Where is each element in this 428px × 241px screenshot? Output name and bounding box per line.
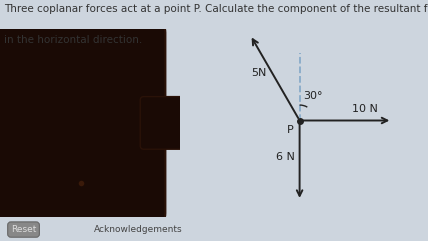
Text: Three coplanar forces act at a point P. Calculate the component of the resultant: Three coplanar forces act at a point P. …: [4, 4, 428, 13]
Text: 6 N: 6 N: [276, 152, 294, 162]
Text: 10 N: 10 N: [351, 104, 377, 114]
FancyBboxPatch shape: [140, 97, 187, 149]
FancyBboxPatch shape: [0, 21, 165, 224]
Text: Reset: Reset: [11, 225, 36, 234]
Text: in the horizontal direction.: in the horizontal direction.: [4, 35, 143, 45]
Text: 30°: 30°: [303, 91, 322, 101]
Text: 5N: 5N: [251, 68, 266, 78]
Text: P: P: [287, 126, 294, 135]
Text: Acknowledgements: Acknowledgements: [94, 225, 183, 234]
